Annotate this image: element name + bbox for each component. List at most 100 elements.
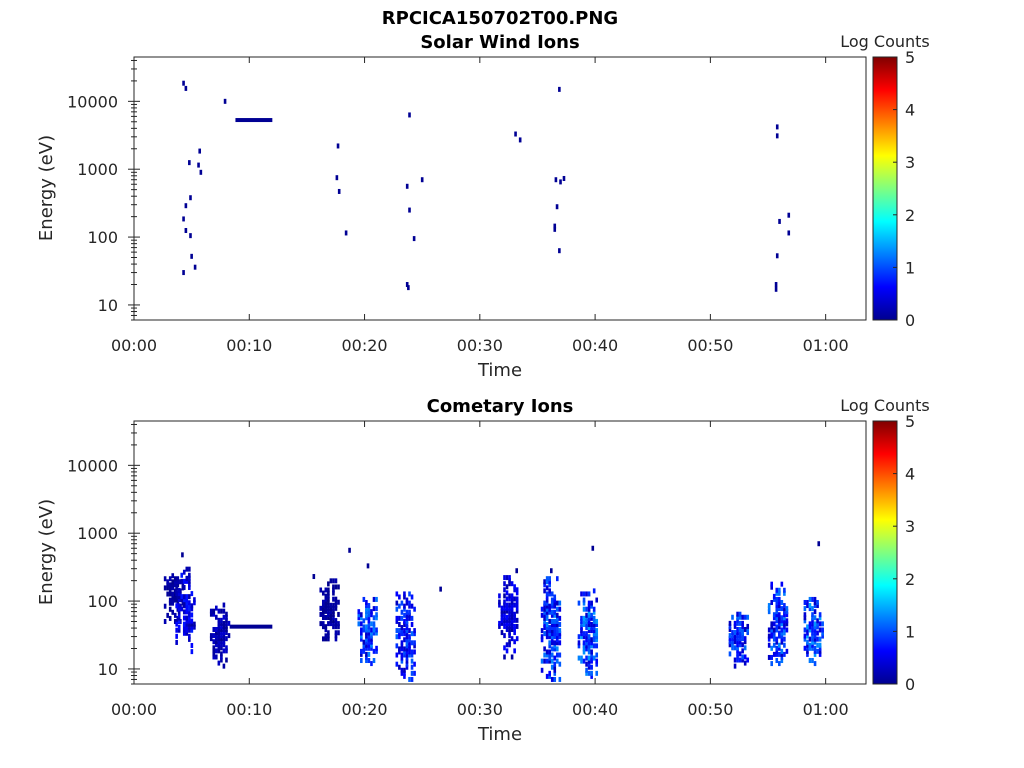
data-cell	[778, 218, 781, 224]
data-cell	[180, 597, 184, 603]
data-cell	[367, 630, 371, 636]
data-cell	[362, 596, 366, 602]
data-cell	[173, 588, 177, 594]
data-cell	[558, 621, 562, 627]
data-cell	[503, 602, 506, 608]
data-cell	[168, 600, 172, 606]
data-cell	[500, 614, 504, 620]
data-cell	[171, 609, 175, 615]
data-cell	[334, 618, 338, 624]
data-cell	[555, 640, 559, 646]
data-cell	[337, 621, 340, 627]
data-cell	[370, 630, 373, 636]
data-cell	[550, 597, 554, 603]
data-cell	[811, 642, 814, 648]
data-cell	[590, 621, 593, 627]
data-cell	[582, 600, 586, 606]
data-cell	[188, 624, 191, 630]
data-cell	[171, 585, 175, 591]
data-cell	[590, 628, 593, 634]
data-cell	[590, 649, 593, 655]
data-cell	[498, 602, 501, 608]
data-cell	[334, 624, 338, 630]
data-cell	[190, 603, 194, 609]
data-cell	[587, 658, 591, 664]
data-cell	[362, 648, 366, 654]
data-cell	[510, 602, 514, 608]
data-cell	[185, 603, 189, 609]
data-cell	[587, 649, 591, 655]
data-cell	[190, 643, 194, 649]
data-cell	[217, 620, 221, 626]
data-cell	[190, 591, 194, 597]
data-cell	[324, 608, 328, 614]
data-cell	[736, 620, 739, 626]
data-cell	[731, 633, 734, 639]
data-cell	[163, 603, 167, 609]
data-cell	[367, 603, 371, 609]
data-cell	[362, 618, 366, 624]
y-tick-label: 10000	[67, 456, 118, 475]
data-cell	[212, 639, 216, 645]
data-cell	[177, 624, 181, 630]
data-cell	[585, 640, 588, 646]
data-cell	[413, 628, 416, 634]
data-cell	[375, 627, 378, 633]
data-cell	[585, 655, 588, 661]
data-cell	[360, 636, 363, 642]
data-cell	[332, 590, 335, 596]
data-cell	[587, 600, 591, 606]
data-cell	[736, 657, 739, 663]
data-cell	[508, 630, 511, 636]
data-cell	[408, 600, 411, 606]
data-cell	[362, 627, 366, 633]
data-cell	[220, 642, 223, 648]
data-cell	[775, 596, 779, 602]
data-cell	[365, 658, 368, 664]
data-cell	[555, 600, 559, 606]
data-cell	[543, 609, 546, 615]
data-cell	[545, 600, 549, 606]
data-cell	[321, 621, 325, 627]
data-cell	[408, 649, 411, 655]
data-cell	[398, 615, 401, 621]
x-tick-label: 01:00	[803, 700, 849, 719]
data-cell	[367, 609, 371, 615]
data-cell	[540, 667, 544, 673]
data-cell	[821, 633, 824, 639]
data-cell	[513, 623, 516, 629]
data-cell	[177, 618, 181, 624]
data-cell	[357, 609, 361, 615]
data-cell	[365, 642, 368, 648]
data-cell	[403, 606, 406, 612]
data-cell	[508, 608, 511, 614]
data-cell	[334, 596, 338, 602]
y-tick-label: 10	[98, 660, 118, 679]
data-cell	[405, 643, 409, 649]
data-cell	[743, 639, 747, 645]
data-cell	[767, 627, 771, 633]
data-cell	[332, 618, 335, 624]
data-cell	[327, 636, 330, 642]
data-cell	[813, 609, 817, 615]
data-cell	[405, 631, 409, 637]
data-cell	[548, 591, 551, 597]
data-cell	[190, 606, 194, 612]
data-cell	[173, 597, 177, 603]
data-cell	[553, 670, 557, 676]
data-cluster	[540, 576, 562, 682]
data-cell	[175, 621, 178, 627]
data-cell	[168, 585, 172, 591]
data-cell	[367, 642, 371, 648]
data-cell	[775, 615, 779, 621]
data-cell	[395, 615, 399, 621]
data-cell	[736, 611, 739, 617]
data-cell	[545, 579, 549, 585]
data-cell	[780, 618, 784, 624]
data-cell	[182, 594, 186, 600]
data-cell	[360, 612, 363, 618]
data-cell	[327, 621, 330, 627]
data-cell	[400, 652, 404, 658]
data-cell	[818, 636, 822, 642]
panel-title: Cometary Ions	[427, 396, 574, 417]
